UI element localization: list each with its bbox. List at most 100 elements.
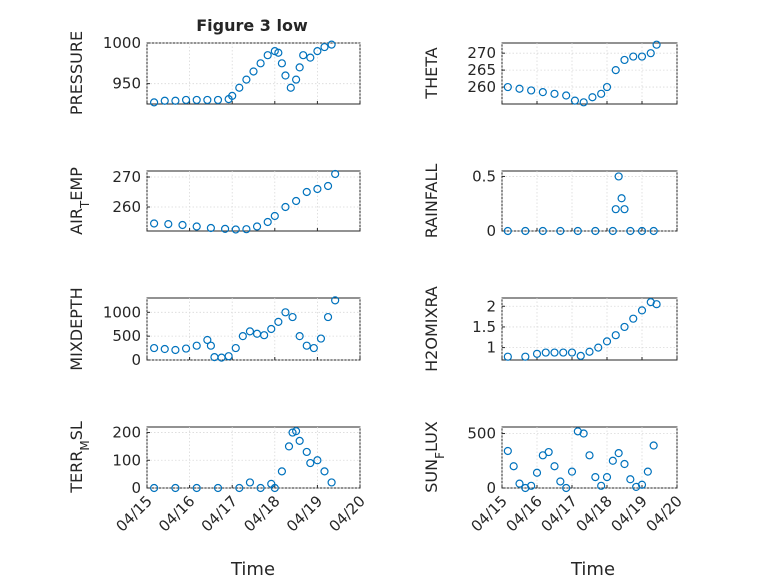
data-point <box>192 95 201 105</box>
data-point <box>617 194 626 203</box>
subplot-h2omixra: 11.52 H2OMIXRA <box>422 286 678 372</box>
axes-frame <box>501 426 678 489</box>
x-ticks <box>501 485 678 488</box>
data-point <box>608 226 617 236</box>
data-point <box>181 95 191 105</box>
subplot-mixdepth: 0 500 1000 MIXDEPTH <box>67 287 361 371</box>
data-point <box>252 222 262 231</box>
data-point <box>579 98 588 107</box>
data-point <box>245 478 255 487</box>
data-point <box>503 82 512 92</box>
data-point <box>206 341 215 350</box>
data-point <box>267 324 276 334</box>
data-points <box>503 172 658 236</box>
data-point <box>213 95 223 105</box>
data-point <box>527 481 536 490</box>
y-tick-label: 0.5 <box>472 167 496 185</box>
data-point <box>503 226 512 236</box>
data-point <box>585 451 594 460</box>
y-ticks: 0 100 200 <box>112 424 150 497</box>
data-point <box>594 343 603 352</box>
data-point <box>579 429 588 438</box>
axes-frame <box>146 426 361 489</box>
data-point <box>256 59 265 68</box>
data-point <box>171 345 180 355</box>
data-point <box>235 483 244 493</box>
data-point <box>242 75 251 84</box>
data-point <box>284 442 294 451</box>
data-point <box>591 473 600 482</box>
data-point <box>292 196 301 206</box>
y-tick-label: 1000 <box>103 34 141 52</box>
data-point <box>164 220 173 229</box>
data-point <box>286 83 295 92</box>
data-point <box>288 312 297 322</box>
data-point <box>602 82 612 92</box>
x-tick-label: 04/17 <box>538 492 581 535</box>
axes-frame <box>501 297 678 361</box>
data-point <box>626 226 635 236</box>
data-point <box>206 223 215 233</box>
data-point <box>327 40 336 49</box>
data-point <box>588 93 597 102</box>
data-point <box>550 89 559 98</box>
x-tick-label: 04/18 <box>573 492 616 535</box>
data-point <box>270 483 279 493</box>
data-point <box>150 219 159 228</box>
data-point <box>626 475 635 484</box>
data-point <box>295 332 304 341</box>
data-point <box>277 59 286 68</box>
data-point <box>313 47 322 56</box>
subplot-air-temp: 260 270 AIRTEMP <box>67 167 361 235</box>
data-points <box>503 298 661 361</box>
y-tick-label: 1 <box>486 339 496 357</box>
data-point <box>160 344 169 354</box>
data-points <box>503 427 658 493</box>
data-point <box>302 341 311 350</box>
data-point <box>521 226 530 236</box>
data-point <box>316 334 326 343</box>
y-ticks: 0 500 <box>467 425 505 497</box>
y-tick-label: 260 <box>467 78 496 96</box>
data-point <box>281 71 290 80</box>
data-point <box>620 322 629 332</box>
data-point <box>527 86 536 95</box>
data-point <box>277 467 286 476</box>
data-point <box>620 205 629 214</box>
axes-frame <box>146 170 361 232</box>
data-point <box>224 352 233 361</box>
data-point <box>562 483 571 493</box>
y-ticks: 00.5 <box>472 167 505 240</box>
data-point <box>556 477 565 486</box>
data-point <box>309 343 318 353</box>
data-point <box>550 348 559 357</box>
data-point <box>263 217 272 227</box>
data-point <box>313 456 322 465</box>
data-point <box>270 211 279 221</box>
y-tick-label: 0 <box>486 222 496 240</box>
subplot-rainfall: 00.5 RAINFALL <box>422 164 678 240</box>
data-point <box>192 483 201 493</box>
y-tick-label: 500 <box>467 425 496 443</box>
x-ticks <box>501 357 678 360</box>
y-tick-label: 260 <box>112 198 141 216</box>
data-point <box>544 447 553 457</box>
data-point <box>562 91 571 100</box>
data-point <box>274 317 283 326</box>
data-point <box>559 348 568 357</box>
y-ticks: 950 1000 <box>103 34 150 93</box>
data-point <box>611 205 620 214</box>
data-point <box>331 296 340 305</box>
data-point <box>231 225 240 234</box>
data-point <box>242 225 251 234</box>
data-point <box>323 181 333 191</box>
data-point <box>585 347 594 356</box>
figure-title: Figure 3 low <box>196 16 308 35</box>
data-point <box>567 348 577 357</box>
y-axis-label: SUNFLUX <box>422 421 447 493</box>
y-ticks: 260 270 <box>112 168 150 216</box>
data-point <box>602 337 612 346</box>
data-point <box>281 202 290 212</box>
grid <box>146 171 361 231</box>
